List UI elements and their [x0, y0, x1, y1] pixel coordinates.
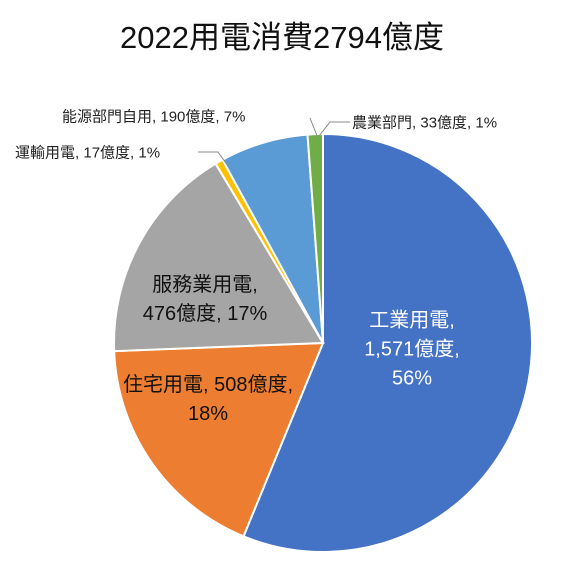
leader-line — [309, 117, 319, 139]
separator: , — [152, 108, 157, 126]
chart-title: 2022用電消費2794億度 — [120, 20, 444, 55]
separator: , — [202, 374, 209, 396]
percent-label: 17% — [227, 303, 268, 325]
category-label: 運輸用電 — [15, 144, 76, 162]
separator: , — [216, 303, 222, 325]
percent-label: 56% — [391, 367, 433, 390]
data-label: 服務業用電, 476億度, 17% — [135, 271, 275, 329]
percent-label: 1% — [138, 144, 161, 162]
separator: , — [454, 338, 460, 361]
separator: , — [75, 144, 80, 162]
separator: , — [467, 114, 472, 132]
pie-slice — [306, 132, 324, 344]
data-label: 運輸用電, 17億度, 1% — [15, 142, 160, 163]
percent-label: 1% — [475, 114, 498, 132]
value-label: 1,571億度 — [364, 338, 455, 361]
data-label: 農業部門, 33億度, 1% — [352, 112, 497, 133]
leader-line — [198, 151, 229, 167]
category-label: 能源部門自用 — [62, 108, 153, 126]
separator: , — [130, 144, 135, 162]
pie-slice — [113, 162, 325, 353]
data-label: 工業用電, 1,571億度, 56% — [350, 307, 475, 394]
value-label: 33億度 — [420, 114, 468, 132]
category-label: 農業部門 — [352, 114, 413, 132]
separator: , — [449, 309, 455, 332]
data-label: 住宅用電, 508億度, 18% — [122, 371, 294, 429]
value-label: 17億度 — [83, 144, 131, 162]
leader-line — [318, 121, 350, 137]
separator: , — [252, 274, 258, 296]
separator: , — [412, 114, 417, 132]
pie-slice — [113, 341, 325, 538]
percent-label: 7% — [223, 108, 246, 126]
value-label: 508億度 — [214, 374, 288, 396]
data-label: 能源部門自用, 190億度, 7% — [62, 106, 245, 127]
pie-slice — [242, 132, 533, 553]
value-label: 476億度 — [142, 303, 217, 325]
separator: , — [287, 374, 294, 396]
value-label: 190億度 — [160, 108, 216, 126]
category-label: 工業用電 — [369, 309, 450, 332]
category-label: 服務業用電 — [152, 274, 253, 296]
category-label: 住宅用電 — [122, 374, 203, 396]
separator: , — [215, 108, 220, 126]
percent-label: 18% — [187, 403, 229, 425]
